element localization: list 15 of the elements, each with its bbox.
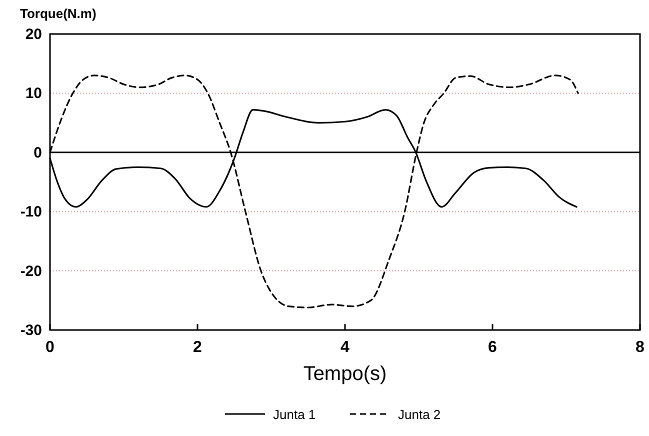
x-tick-label: 6 <box>488 339 498 356</box>
legend-label: Junta 2 <box>398 407 441 422</box>
y-tick-label: 0 <box>34 144 42 162</box>
x-tick-label: 4 <box>340 339 350 356</box>
x-tick-label: 8 <box>636 339 645 356</box>
x-tick-label: 2 <box>193 339 202 356</box>
x-tick-label: 0 <box>46 339 55 356</box>
legend-label: Junta 1 <box>273 407 316 422</box>
y-tick-label: -30 <box>20 322 42 339</box>
y-tick-label: 10 <box>25 85 42 102</box>
y-axis-title: Torque(N.m) <box>20 6 96 21</box>
y-tick-label: -10 <box>20 204 42 221</box>
y-tick-label: 20 <box>25 26 42 43</box>
y-tick-label: -20 <box>20 262 42 280</box>
x-axis-title: Tempo(s) <box>303 363 387 385</box>
